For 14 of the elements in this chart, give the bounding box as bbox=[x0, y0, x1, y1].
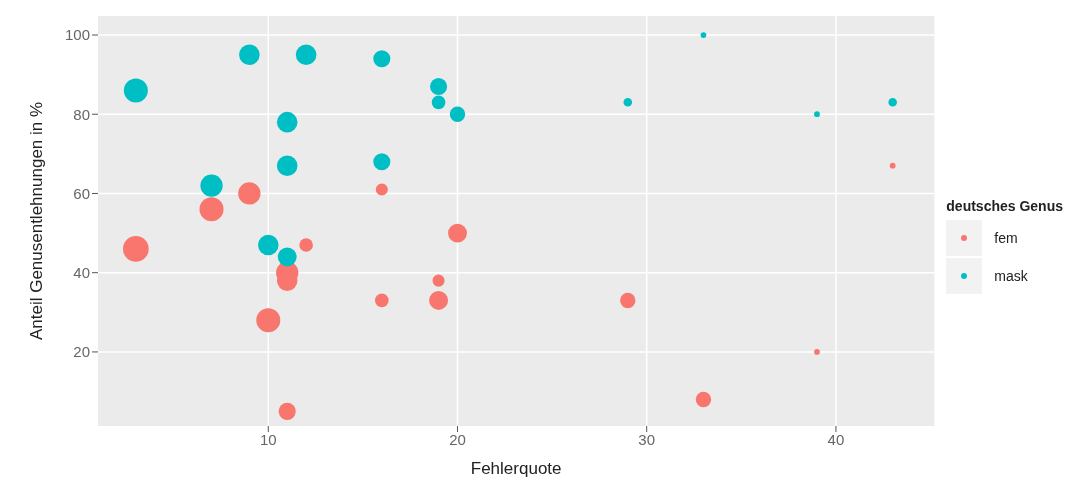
x-tick-label: 40 bbox=[827, 430, 845, 448]
y-tick-label: 60 bbox=[73, 184, 90, 202]
y-tick-label: 100 bbox=[64, 26, 90, 44]
y-axis-title: Anteil Genusentlehnungen in % bbox=[27, 101, 47, 341]
x-tick-label: 30 bbox=[638, 430, 656, 448]
y-tick-label: 20 bbox=[73, 343, 90, 361]
legend-title: deutsches Genus bbox=[946, 198, 1063, 214]
y-tick-label: 40 bbox=[73, 264, 90, 282]
legend-label: fem bbox=[994, 230, 1018, 246]
y-tick-label: 80 bbox=[73, 105, 90, 123]
x-tick-label: 10 bbox=[259, 430, 277, 448]
x-tick-label: 20 bbox=[449, 430, 466, 448]
legend-label: mask bbox=[994, 268, 1028, 284]
x-axis-title: Fehlerquote bbox=[470, 459, 562, 478]
